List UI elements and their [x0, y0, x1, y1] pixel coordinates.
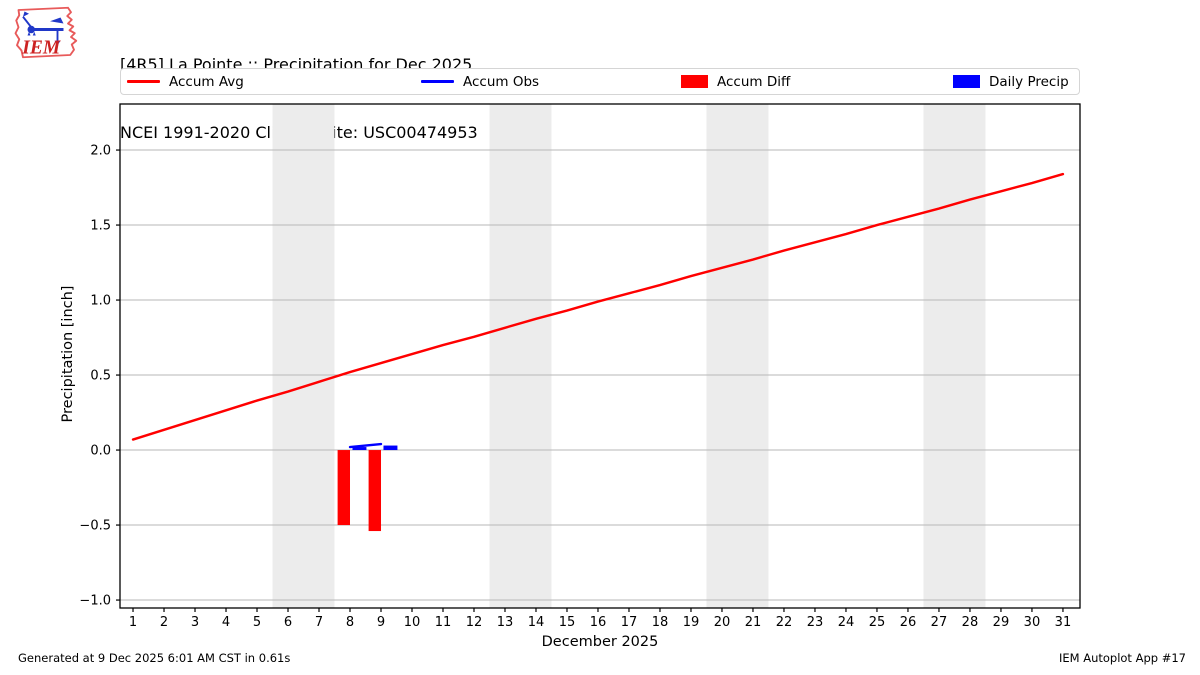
bar-accum-diff [337, 450, 351, 526]
bar-accum-diff [368, 450, 382, 532]
accum-diff-patch-swatch [681, 75, 708, 88]
line-accum-obs [348, 442, 383, 449]
x-tick-label: 3 [191, 615, 199, 630]
weekend-band [489, 104, 552, 608]
weekend-band [272, 104, 335, 608]
legend-entry-accum-avg: Accum Avg [127, 69, 244, 94]
legend-entry-daily-precip: Daily Precip [953, 69, 1069, 94]
daily-precip-patch-swatch [953, 75, 980, 88]
x-tick-label: 22 [776, 615, 793, 630]
title-line-1: [4R5] La Pointe :: Precipitation for Dec… [120, 55, 473, 74]
x-tick-label: 9 [377, 615, 385, 630]
x-tick-label: 14 [528, 615, 545, 630]
x-tick-label: 29 [993, 615, 1010, 630]
x-tick-label: 17 [621, 615, 638, 630]
legend-label: Accum Avg [169, 73, 244, 90]
x-tick-label: 13 [497, 615, 514, 630]
app-credit-text: IEM Autoplot App #17 [1058, 651, 1186, 665]
y-tick-label: 1.5 [90, 219, 111, 234]
accum-obs-line-swatch [421, 80, 454, 83]
x-tick-label: 20 [714, 615, 731, 630]
x-tick-label: 18 [652, 615, 669, 630]
legend-entry-accum-obs: Accum Obs [421, 69, 539, 94]
accum-avg-line-swatch [127, 80, 160, 83]
x-tick-label: 25 [869, 615, 886, 630]
x-tick-label: 2 [160, 615, 168, 630]
y-tick-label: 2.0 [90, 144, 111, 159]
weekend-band [923, 104, 986, 608]
y-tick-label: 1.0 [90, 294, 111, 309]
x-tick-label: 16 [590, 615, 607, 630]
bar-daily-precip [383, 445, 398, 451]
x-tick-label: 23 [807, 615, 824, 630]
line-accum-avg [131, 172, 1065, 441]
x-tick-label: 21 [745, 615, 762, 630]
y-tick-label: −1.0 [79, 594, 111, 609]
x-tick-label: 6 [284, 615, 292, 630]
y-tick-label: 0.0 [90, 444, 111, 459]
x-tick-label: 7 [315, 615, 323, 630]
bar-daily-precip [352, 447, 367, 451]
weekend-band [706, 104, 769, 608]
legend-label: Accum Obs [463, 73, 540, 90]
x-tick-label: 26 [900, 615, 917, 630]
iem-logo-text: IEM [21, 38, 61, 59]
axes-frame [119, 103, 1081, 609]
y-tick-label: −0.5 [79, 519, 111, 534]
generated-at-text: Generated at 9 Dec 2025 6:01 AM CST in 0… [18, 651, 291, 665]
x-tick-label: 27 [931, 615, 948, 630]
x-tick-label: 11 [435, 615, 452, 630]
weather-station-icon [22, 11, 64, 46]
x-tick-label: 12 [466, 615, 483, 630]
x-tick-label: 10 [404, 615, 421, 630]
y-tick-label: 0.5 [90, 369, 111, 384]
x-tick-label: 8 [346, 615, 354, 630]
legend-label: Accum Diff [717, 73, 791, 90]
x-tick-label: 1 [129, 615, 137, 630]
x-tick-label: 15 [559, 615, 576, 630]
x-tick-label: 19 [683, 615, 700, 630]
legend-label: Daily Precip [989, 73, 1069, 90]
legend: Accum Avg Accum Obs Accum Diff Daily Pre… [120, 68, 1080, 95]
x-tick-label: 28 [962, 615, 979, 630]
x-tick-label: 24 [838, 615, 855, 630]
x-tick-label: 30 [1024, 615, 1041, 630]
legend-entry-accum-diff: Accum Diff [681, 69, 790, 94]
y-axis-label: Precipitation [inch] [60, 285, 76, 423]
iem-logo: IEM [14, 6, 78, 59]
x-axis-label: December 2025 [541, 634, 659, 650]
x-tick-label: 31 [1055, 615, 1072, 630]
x-tick-label: 5 [253, 615, 261, 630]
x-tick-label: 4 [222, 615, 230, 630]
